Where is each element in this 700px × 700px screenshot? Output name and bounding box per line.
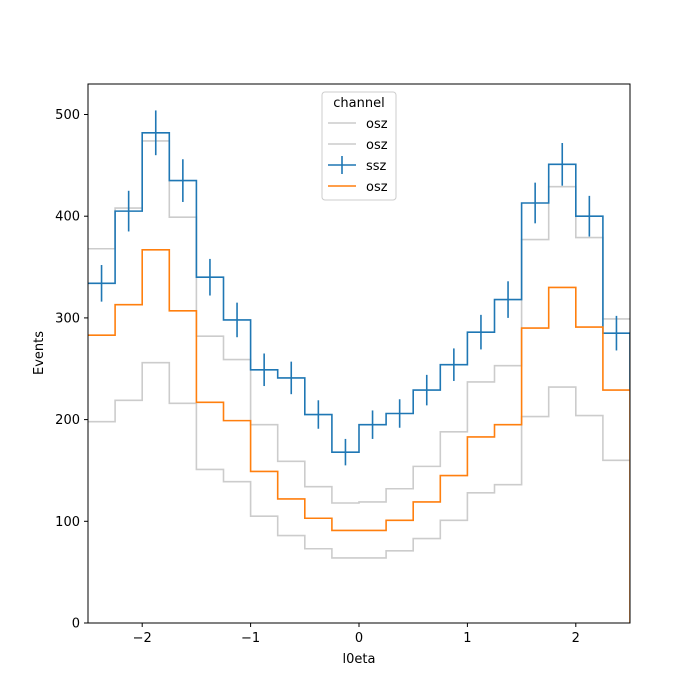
legend-label: osz [366, 180, 388, 195]
y-axis-ticks: 0 100 200 300 400 500 [55, 108, 88, 632]
legend: channel osz osz ssz osz [321, 91, 397, 201]
y-tick-label: 500 [55, 108, 80, 123]
x-tick-label: 1 [463, 631, 471, 646]
y-tick-label: 200 [55, 413, 80, 428]
x-axis-label: l0eta [343, 652, 376, 667]
series-1-step-line [88, 361, 630, 559]
legend-swatch-2 [328, 156, 356, 174]
x-tick-label: 2 [572, 631, 580, 646]
series-1 [88, 361, 630, 559]
x-tick-label: −2 [133, 631, 152, 646]
series-3-step-line [88, 248, 630, 623]
legend-title: channel [333, 96, 384, 111]
y-tick-label: 400 [55, 210, 80, 225]
x-tick-label: 0 [355, 631, 363, 646]
legend-label: ssz [366, 159, 387, 174]
series-0-step-line [88, 140, 630, 504]
legend-label: osz [366, 117, 388, 132]
y-axis-label: Events [32, 331, 47, 375]
plot-area [88, 110, 630, 623]
legend-entries: osz osz ssz osz [328, 117, 388, 195]
legend-box [321, 91, 397, 201]
legend-label: osz [366, 138, 388, 153]
series-2-step-line [88, 132, 630, 453]
series-2 [88, 110, 630, 466]
y-tick-label: 300 [55, 311, 80, 326]
y-tick-label: 0 [72, 617, 80, 632]
x-axis-ticks: −2 −1 0 1 2 [133, 623, 580, 646]
y-tick-label: 100 [55, 515, 80, 530]
series-0 [88, 140, 630, 504]
x-tick-label: −1 [241, 631, 260, 646]
series-3 [88, 248, 630, 623]
series-group [88, 110, 630, 623]
